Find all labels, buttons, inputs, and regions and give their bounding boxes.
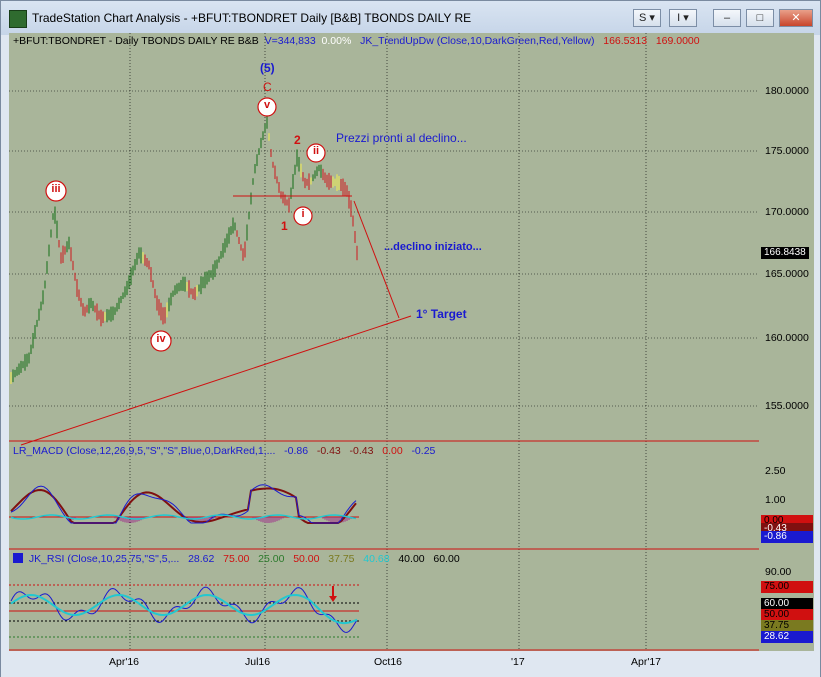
wave-v-circle bbox=[257, 97, 277, 117]
rsi-value-6: 40.68 bbox=[363, 553, 390, 565]
trend-value-2: 169.0000 bbox=[655, 35, 700, 47]
right-value-axis[interactable]: 180.0000 175.0000 170.0000 165.0000 160.… bbox=[759, 33, 814, 651]
rsi-tag-60: 60.00 bbox=[761, 598, 813, 610]
x-label-17: '17 bbox=[511, 656, 525, 668]
rsi-value-8: 60.00 bbox=[433, 553, 460, 565]
trend-value-1: 166.5313 bbox=[603, 35, 648, 47]
price-pane-header: +BFUT:TBONDRET - Daily TBONDS DAILY RE B… bbox=[13, 35, 700, 47]
rsi-pane-icon bbox=[13, 553, 23, 563]
price-bars bbox=[10, 113, 358, 384]
maximize-icon: □ bbox=[756, 12, 764, 24]
maximize-button[interactable]: □ bbox=[746, 9, 774, 27]
macd-pane-header: LR_MACD (Close,12,26,9,5,"S","S",Blue,0,… bbox=[13, 445, 435, 457]
wave-c-label: C bbox=[263, 80, 272, 94]
macd-tag-neg-086: -0.86 bbox=[761, 531, 813, 543]
price-tick-180: 180.0000 bbox=[765, 85, 809, 97]
macd-value-1: -0.86 bbox=[284, 445, 309, 457]
rsi-tag-50: 50.00 bbox=[761, 609, 813, 621]
wave-2-label: 2 bbox=[294, 133, 301, 147]
chevron-down-icon: ▾ bbox=[646, 12, 655, 24]
price-tick-155: 155.0000 bbox=[765, 400, 809, 412]
note-decline-ready: Prezzi pronti al declino... bbox=[336, 131, 467, 145]
rsi-tick-90: 90.00 bbox=[765, 566, 792, 578]
rsi-value-4: 50.00 bbox=[293, 553, 320, 565]
macd-value-4: 0.00 bbox=[382, 445, 403, 457]
chart-canvas bbox=[9, 33, 759, 651]
tradestation-app-icon bbox=[9, 10, 27, 28]
volume-label: V=344,833 bbox=[264, 35, 316, 47]
rsi-average-line bbox=[10, 593, 358, 625]
trend-indicator-label: JK_TrendUpDw (Close,10,DarkGreen,Red,Yel… bbox=[360, 35, 595, 47]
decline-projection-line bbox=[353, 200, 400, 319]
macd-value-2: -0.43 bbox=[316, 445, 341, 457]
minimize-icon: – bbox=[723, 12, 731, 24]
rsi-value-1: 28.62 bbox=[188, 553, 215, 565]
change-label: 0.00% bbox=[321, 35, 352, 47]
price-tick-165: 165.0000 bbox=[765, 268, 809, 280]
rsi-line bbox=[10, 586, 358, 633]
macd-tick-1-00: 1.00 bbox=[765, 494, 786, 506]
chart-plot-area[interactable]: +BFUT:TBONDRET - Daily TBONDS DAILY RE B… bbox=[9, 33, 759, 651]
symbol-label: +BFUT:TBONDRET - Daily TBONDS DAILY RE B… bbox=[13, 35, 259, 47]
note-target: 1° Target bbox=[416, 307, 467, 321]
wave-1-label: 1 bbox=[281, 219, 288, 233]
title-bar[interactable]: TradeStation Chart Analysis - +BFUT:TBON… bbox=[1, 1, 820, 35]
rsi-value-5: 37.75 bbox=[328, 553, 355, 565]
price-tick-170: 170.0000 bbox=[765, 206, 809, 218]
macd-tick-2-50: 2.50 bbox=[765, 465, 786, 477]
wave-i-label: i bbox=[301, 208, 305, 220]
macd-value-3: -0.43 bbox=[349, 445, 374, 457]
indicator-i-button[interactable]: I ▾ bbox=[669, 9, 697, 27]
chevron-down-icon: ▾ bbox=[680, 12, 689, 24]
strategy-s-button[interactable]: S ▾ bbox=[633, 9, 661, 27]
macd-signal-line bbox=[10, 484, 357, 524]
wave-ii-circle bbox=[306, 143, 326, 163]
wave-iv-label: iv bbox=[156, 333, 166, 345]
x-label-apr17: Apr'17 bbox=[631, 656, 662, 668]
rsi-value-2: 75.00 bbox=[223, 553, 250, 565]
wave-iv-circle bbox=[150, 330, 172, 352]
wave-v-label: v bbox=[263, 99, 271, 111]
wave-ii-label: ii bbox=[312, 145, 320, 157]
rsi-value-3: 25.00 bbox=[258, 553, 285, 565]
wave-iii-circle bbox=[45, 180, 67, 202]
rsi-pane-header: JK_RSI (Close,10,25,75,"S",5,... 28.62 7… bbox=[13, 553, 460, 565]
last-price-tag: 166.8438 bbox=[761, 247, 809, 259]
price-tick-160: 160.0000 bbox=[765, 332, 809, 344]
minimize-button[interactable]: – bbox=[713, 9, 741, 27]
wave-i-circle bbox=[293, 206, 313, 226]
time-axis[interactable] bbox=[1, 651, 820, 677]
wave-iii-label: iii bbox=[51, 183, 61, 195]
rsi-tag-75: 75.00 bbox=[761, 581, 813, 593]
window-title: TradeStation Chart Analysis - +BFUT:TBON… bbox=[32, 11, 472, 25]
macd-cyan-line bbox=[10, 514, 357, 520]
support-trendline bbox=[20, 315, 412, 446]
rsi-tag-2862: 28.62 bbox=[761, 631, 813, 643]
macd-value-5: -0.25 bbox=[411, 445, 436, 457]
rsi-value-7: 40.00 bbox=[398, 553, 425, 565]
macd-label: LR_MACD (Close,12,26,9,5,"S","S",Blue,0,… bbox=[13, 445, 276, 457]
x-label-jul16: Jul16 bbox=[245, 656, 271, 668]
wave-5-label: (5) bbox=[260, 61, 275, 75]
close-icon: ✕ bbox=[791, 12, 801, 24]
s-button-label: S bbox=[639, 12, 647, 24]
rsi-tag-3775: 37.75 bbox=[761, 620, 813, 632]
rsi-label: JK_RSI (Close,10,25,75,"S",5,... bbox=[28, 553, 180, 565]
x-label-oct16: Oct16 bbox=[374, 656, 403, 668]
price-tick-175: 175.0000 bbox=[765, 145, 809, 157]
close-button[interactable]: ✕ bbox=[779, 9, 813, 27]
x-label-apr16: Apr'16 bbox=[109, 656, 140, 668]
note-decline-started: ...declino iniziato... bbox=[384, 241, 482, 253]
i-button-label: I bbox=[677, 12, 681, 24]
